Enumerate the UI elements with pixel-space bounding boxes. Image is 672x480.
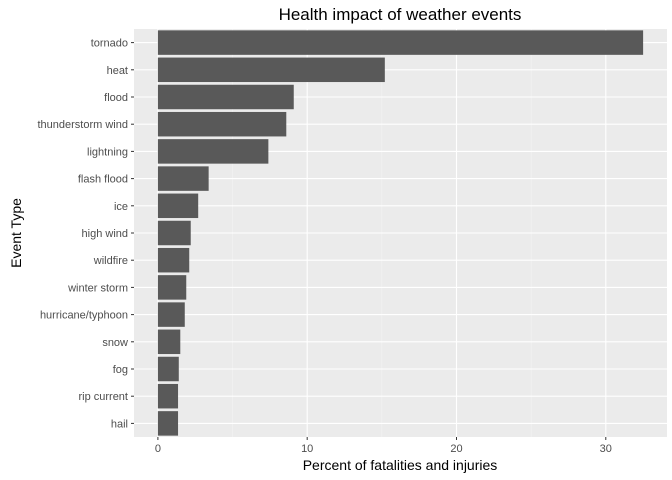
bar-heat — [157, 57, 385, 83]
y-axis: tornado heat flood thunderstorm wind lightni… — [38, 38, 134, 430]
y-tick-label: tornado — [91, 38, 128, 50]
bars — [157, 30, 644, 436]
y-tick-label: rip current — [78, 391, 128, 403]
bar-flash-flood — [157, 166, 209, 191]
y-axis-title: Event Type — [8, 198, 24, 268]
bar-hail — [157, 411, 179, 436]
y-tick-label: fog — [113, 364, 128, 376]
y-tick-label: flood — [104, 92, 128, 104]
chart-title: Health impact of weather events — [279, 5, 522, 24]
bar-hurricane-typhoon — [157, 302, 185, 327]
x-tick-label: 20 — [450, 443, 462, 455]
bar-ice — [157, 193, 199, 219]
x-tick-label: 10 — [301, 443, 313, 455]
y-tick-label: high wind — [82, 228, 128, 240]
y-tick-label: heat — [107, 65, 128, 77]
y-tick-label: hail — [111, 418, 128, 430]
x-axis-title: Percent of fatalities and injuries — [303, 457, 498, 473]
bar-high-wind — [157, 220, 191, 246]
y-tick-label: winter storm — [67, 282, 128, 294]
bar-snow — [157, 329, 181, 355]
x-tick-label: 0 — [155, 443, 161, 455]
bar-wildfire — [157, 247, 190, 273]
bar-fog — [157, 356, 179, 382]
y-tick-label: ice — [114, 201, 128, 213]
y-tick-label: wildfire — [93, 255, 128, 267]
bar-rip-current — [157, 383, 179, 409]
y-tick-label: hurricane/typhoon — [40, 310, 128, 322]
y-tick-label: flash flood — [78, 174, 128, 186]
bar-lightning — [157, 139, 269, 164]
bar-thunderstorm-wind — [157, 111, 287, 137]
x-axis: 0 10 20 30 — [155, 437, 612, 455]
bar-flood — [157, 84, 294, 110]
bar-winter-storm — [157, 275, 187, 300]
y-tick-label: lightning — [87, 146, 128, 158]
bar-tornado — [157, 30, 644, 55]
y-tick-label: thunderstorm wind — [38, 119, 129, 131]
y-tick-label: snow — [102, 337, 128, 349]
x-tick-label: 30 — [600, 443, 612, 455]
